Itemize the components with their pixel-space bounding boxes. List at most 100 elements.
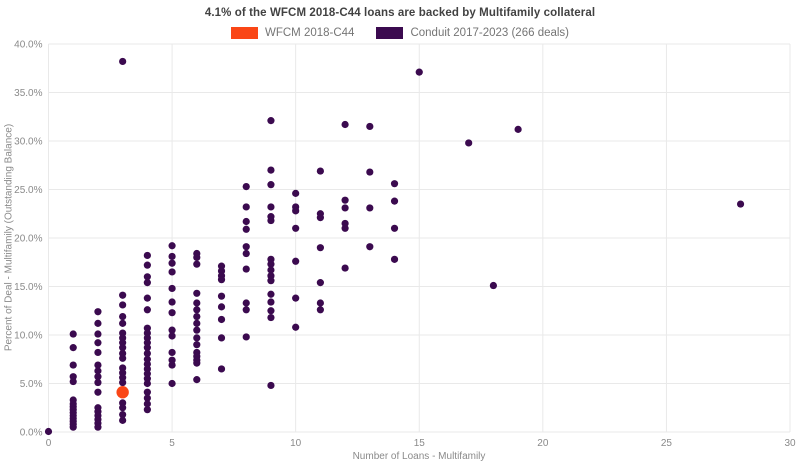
data-point-conduit[interactable] [341,264,349,272]
data-point-conduit[interactable] [143,394,151,402]
data-point-conduit[interactable] [119,410,127,419]
data-point-conduit[interactable] [69,423,77,431]
data-point-conduit[interactable] [143,344,151,352]
data-point-conduit[interactable] [267,307,275,315]
data-point-wfcm[interactable] [116,386,129,399]
data-point-conduit[interactable] [366,168,374,176]
data-point-conduit[interactable] [94,388,102,396]
data-point-conduit[interactable] [119,404,127,412]
data-point-conduit[interactable] [341,196,349,204]
data-point-conduit[interactable] [143,379,151,388]
data-point-conduit[interactable] [168,361,176,369]
data-point-conduit[interactable] [514,125,522,133]
data-point-conduit[interactable] [366,204,374,212]
data-point-conduit[interactable] [242,306,250,314]
data-point-conduit[interactable] [119,319,127,327]
data-point-conduit[interactable] [292,189,300,197]
data-point-conduit[interactable] [292,323,300,331]
data-point-conduit[interactable] [143,251,151,260]
data-point-conduit[interactable] [119,57,127,66]
data-point-conduit[interactable] [267,166,275,174]
data-point-conduit[interactable] [390,180,399,188]
data-point-conduit[interactable] [168,309,176,317]
data-point-conduit[interactable] [94,348,102,357]
data-point-conduit[interactable] [242,217,250,226]
data-point-conduit[interactable] [341,204,349,212]
data-point-conduit[interactable] [316,244,324,252]
data-point-conduit[interactable] [94,308,102,316]
data-point-conduit[interactable] [242,249,250,258]
data-point-conduit[interactable] [242,203,250,211]
data-point-conduit[interactable] [193,312,201,321]
data-point-conduit[interactable] [341,224,349,232]
data-point-conduit[interactable] [217,315,226,324]
data-point-conduit[interactable] [390,255,399,263]
data-point-conduit[interactable] [242,225,250,233]
data-point-conduit[interactable] [193,319,201,327]
data-point-conduit[interactable] [119,354,127,362]
data-point-conduit[interactable] [69,377,77,386]
data-point-conduit[interactable] [366,122,374,131]
data-point-conduit[interactable] [119,291,127,299]
data-point-conduit[interactable] [143,349,151,358]
data-point-conduit[interactable] [168,252,176,261]
data-point-conduit[interactable] [267,203,275,211]
data-point-conduit[interactable] [390,224,399,232]
data-point-conduit[interactable] [143,406,151,414]
data-point-conduit[interactable] [316,279,324,287]
data-point-conduit[interactable] [119,312,127,321]
data-point-conduit[interactable] [193,341,201,349]
data-point-conduit[interactable] [168,268,176,276]
data-point-conduit[interactable] [143,306,151,314]
data-point-conduit[interactable] [193,260,201,268]
data-point-conduit[interactable] [168,348,176,357]
data-point-conduit[interactable] [143,279,151,287]
data-point-conduit[interactable] [267,266,275,274]
data-point-conduit[interactable] [94,361,102,369]
data-point-conduit[interactable] [217,292,226,300]
data-point-conduit[interactable] [267,216,275,225]
data-point-conduit[interactable] [143,273,151,281]
data-point-conduit[interactable] [267,298,275,306]
data-point-conduit[interactable] [193,253,201,261]
data-point-conduit[interactable] [69,344,77,352]
data-point-conduit[interactable] [94,378,102,387]
data-point-conduit[interactable] [168,332,176,340]
data-point-conduit[interactable] [69,330,77,338]
data-point-conduit[interactable] [316,306,324,314]
data-point-conduit[interactable] [193,359,201,367]
data-point-conduit[interactable] [193,306,201,314]
data-point-conduit[interactable] [119,416,127,424]
data-point-conduit[interactable] [736,200,745,208]
data-point-conduit[interactable] [94,339,102,347]
data-point-conduit[interactable] [242,265,250,273]
data-point-conduit[interactable] [44,427,53,436]
data-point-conduit[interactable] [193,326,201,334]
data-point-conduit[interactable] [168,284,176,293]
data-point-conduit[interactable] [267,117,275,125]
data-point-conduit[interactable] [267,381,275,390]
data-point-conduit[interactable] [143,388,151,396]
data-point-conduit[interactable] [267,181,275,189]
data-point-conduit[interactable] [119,301,127,309]
data-point-conduit[interactable] [94,423,102,431]
data-point-conduit[interactable] [415,68,423,76]
data-point-conduit[interactable] [193,334,201,342]
data-point-conduit[interactable] [292,224,300,232]
data-point-conduit[interactable] [168,242,176,250]
data-point-conduit[interactable] [119,344,127,352]
data-point-conduit[interactable] [94,367,102,375]
data-point-conduit[interactable] [143,261,151,269]
data-point-conduit[interactable] [193,299,201,307]
data-point-conduit[interactable] [217,303,226,311]
data-point-conduit[interactable] [316,167,324,175]
data-point-conduit[interactable] [168,326,176,334]
data-point-conduit[interactable] [168,379,176,388]
data-point-conduit[interactable] [292,207,300,215]
data-point-conduit[interactable] [341,120,349,129]
data-point-conduit[interactable] [390,197,399,205]
data-point-conduit[interactable] [292,257,300,265]
data-point-conduit[interactable] [242,299,250,307]
data-point-conduit[interactable] [489,281,497,290]
data-point-conduit[interactable] [242,182,250,191]
